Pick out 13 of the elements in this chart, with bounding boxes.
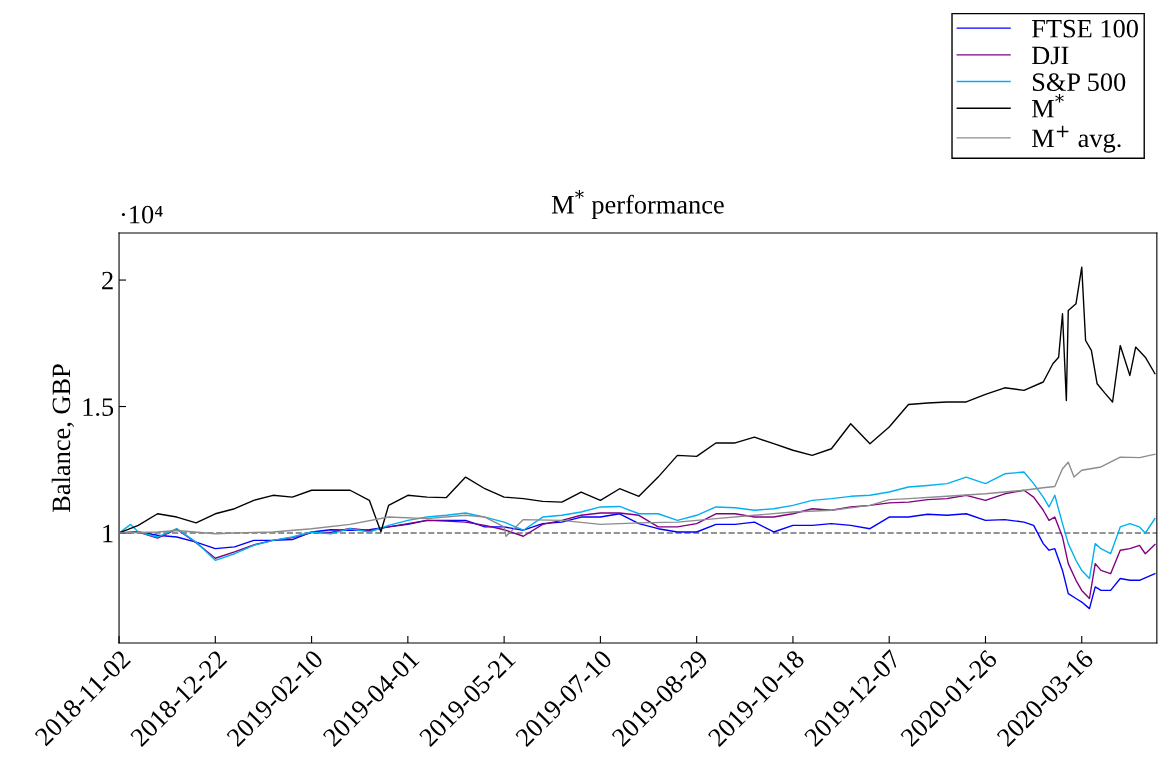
legend-label: M$^{+}$ avg.: [1031, 125, 1121, 153]
y-axis-title: Balance, GBP: [51, 364, 75, 513]
text: ·10⁴: [121, 205, 163, 224]
y-tick-label: 2: [102, 271, 113, 290]
legend-label: FTSE 100: [1031, 19, 1138, 38]
line-series: [119, 471, 1156, 580]
y-tick-label: 1.5: [83, 398, 114, 417]
chart-title: M$^{*}$ performance: [551, 190, 724, 219]
y-tick-label: 1: [103, 524, 113, 543]
legend-label: S&P 500: [1032, 73, 1126, 92]
legend-label: M$^{*}$: [1031, 94, 1064, 118]
line-series: [119, 453, 1156, 537]
legend-label: DJI: [1031, 46, 1069, 65]
